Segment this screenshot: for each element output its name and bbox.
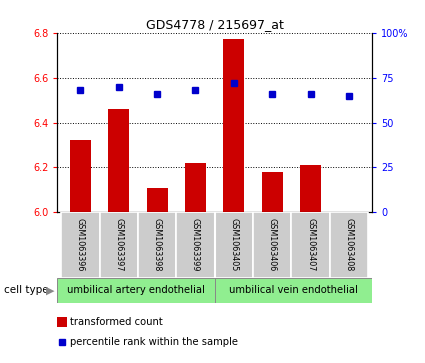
Bar — [108, 109, 129, 212]
Bar — [215, 212, 253, 278]
Text: GSM1063396: GSM1063396 — [76, 218, 85, 272]
Text: percentile rank within the sample: percentile rank within the sample — [70, 337, 238, 347]
Text: GSM1063408: GSM1063408 — [344, 219, 353, 272]
Text: cell type: cell type — [4, 285, 49, 295]
Text: GSM1063407: GSM1063407 — [306, 218, 315, 272]
Text: ▶: ▶ — [45, 285, 54, 295]
Bar — [99, 212, 138, 278]
Text: GSM1063406: GSM1063406 — [268, 219, 277, 272]
Bar — [176, 212, 215, 278]
Text: GSM1063399: GSM1063399 — [191, 218, 200, 272]
Bar — [147, 188, 167, 212]
Bar — [138, 212, 176, 278]
Text: GSM1063405: GSM1063405 — [230, 218, 238, 272]
Title: GDS4778 / 215697_at: GDS4778 / 215697_at — [146, 19, 283, 32]
Bar — [70, 140, 91, 212]
Bar — [291, 212, 330, 278]
Bar — [300, 165, 321, 212]
Bar — [330, 212, 368, 278]
Bar — [223, 40, 244, 212]
Bar — [185, 163, 206, 212]
Bar — [215, 278, 372, 303]
Bar — [262, 172, 283, 212]
Text: transformed count: transformed count — [70, 317, 163, 327]
Bar — [253, 212, 291, 278]
Text: umbilical vein endothelial: umbilical vein endothelial — [229, 285, 358, 295]
Text: GSM1063398: GSM1063398 — [153, 218, 162, 272]
Text: umbilical artery endothelial: umbilical artery endothelial — [67, 285, 205, 295]
Bar — [61, 212, 99, 278]
Bar — [57, 278, 215, 303]
Text: GSM1063397: GSM1063397 — [114, 218, 123, 272]
